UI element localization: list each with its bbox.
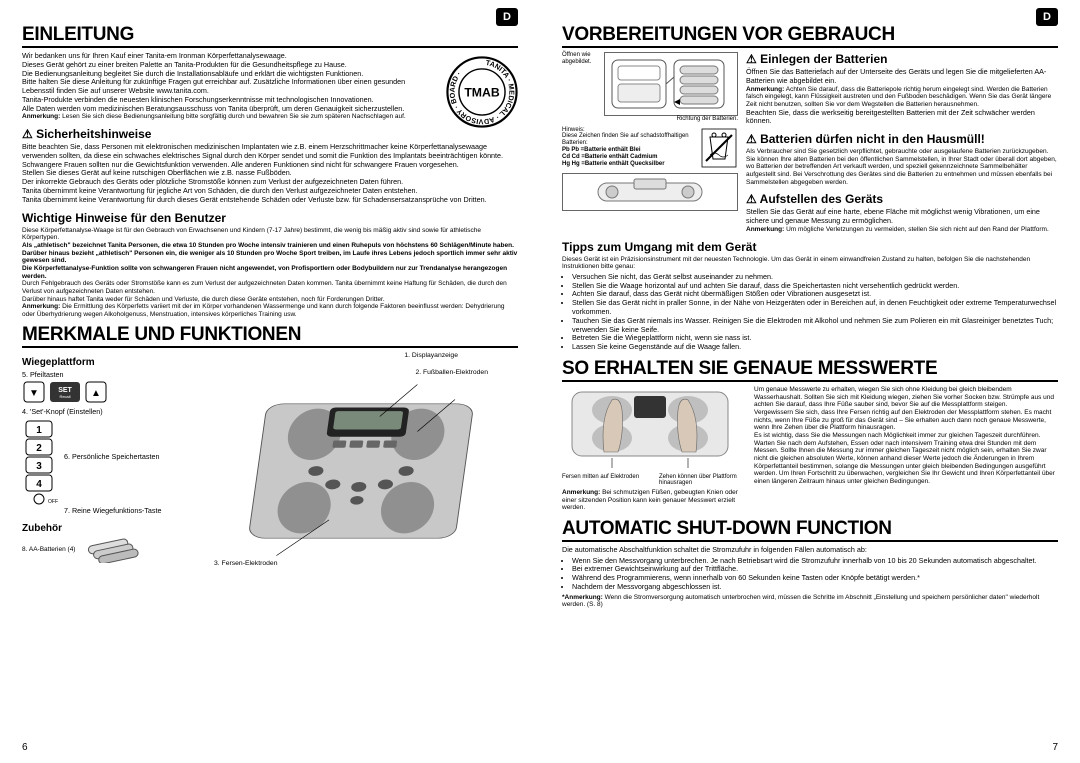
intro-section: TANITA · MEDICAL · ADVISORY · BOARD · TM… [22,52,518,113]
svg-text:Recall: Recall [59,394,70,399]
tip-item: Stellen Sie das Gerät nicht in praller S… [572,299,1058,317]
heading-features: MERKMALE UND FUNKTIONEN [22,324,518,348]
hinweis-block: Hinweis: Diese Zeichen finden Sie auf sc… [562,127,738,169]
imp-note: Anmerkung: Die Ermittlung des Körperfett… [22,303,518,318]
auto-item: Nachdem der Messvorgang abgeschlossen is… [572,583,1058,592]
battery-compartment-diagram [604,52,738,116]
intro-note: Anmerkung: Lesen Sie sich diese Bedienun… [22,113,518,121]
feet-note: Anmerkung: Bei schmutzigen Füßen, gebeug… [562,489,744,512]
bat-note: Anmerkung: Achten Sie darauf, dass die B… [746,86,1058,109]
safety-p1: Bitte beachten Sie, dass Personen mit el… [22,143,518,161]
pf4: 4. 'Set'-Knopf (Einstellen) [22,408,192,417]
pf7: 7. Reine Wiegefunktions-Taste [64,507,192,516]
feet-l2: Zehen können über Plattform hinausragen [659,474,744,486]
intro-p4: Bitte halten Sie diese Anleitung für zuk… [22,78,438,96]
svg-text:▼: ▼ [29,388,39,399]
svg-text:OFF: OFF [48,499,58,505]
svg-text:▲: ▲ [91,388,101,399]
safety-p6: Tanita übernimmt keine Verantwortung für… [22,196,518,205]
svg-text:2: 2 [36,443,42,454]
arrow-buttons-icon: ▼ SETRecall ▲ [22,380,142,404]
imp-p2: Durch Fehlgebrauch des Geräts oder Strom… [22,280,518,295]
recycle-bin-icon [700,127,738,169]
tmab-logo: TANITA · MEDICAL · ADVISORY · BOARD · TM… [446,56,518,128]
feet-l1: Fersen mitten auf Elektroden [562,474,647,486]
imp-p3: Darüber hinaus haftet Tanita weder für S… [22,296,518,304]
language-badge: D [496,8,518,26]
heading-accessories: Zubehör [22,522,192,535]
intro-p6: Alle Daten werden vom medizinischen Bera… [22,105,438,114]
svg-text:1: 1 [36,425,42,436]
language-badge: D [1036,8,1058,26]
acc-p2: Vergewissern Sie sich, dass Ihre Fersen … [754,409,1058,432]
heading-platform: Wiegeplattform [22,356,192,369]
heading-batteries: Einlegen der Batterien [746,52,1058,66]
heading-safety: Sicherheitshinweise [22,127,518,141]
heading-place: Aufstellen des Geräts [746,192,1058,206]
pf1: 1. Displayanzeige [204,352,458,360]
tips-intro: Dieses Gerät ist ein Präzisionsinstrumen… [562,256,1058,271]
svg-text:4: 4 [36,479,42,490]
acc8: 8. AA-Batterien (4) [22,546,75,554]
heading-important: Wichtige Hinweise für den Benutzer [22,211,518,225]
scale-diagram [204,377,518,565]
page-number-left: 6 [22,742,28,753]
tips-list: Versuchen Sie nicht, das Gerät selbst au… [562,273,1058,352]
platform-section: Wiegeplattform 5. Pfeiltasten ▼ SETRecal… [22,352,518,568]
heading-auto: AUTOMATIC SHUT-DOWN FUNCTION [562,518,1058,542]
batteries-icon [85,537,145,563]
place-note: Anmerkung: Um mögliche Verletzungen zu v… [746,226,1058,234]
open-label: Öffnen wie abgebildet. [562,52,600,65]
acc-p3: Es ist wichtig, dass Sie die Messungen n… [754,432,1058,486]
pf5: 5. Pfeiltasten [22,371,192,380]
imp-b2: Die Körperfettanalyse-Funktion sollte vo… [22,265,518,280]
auto-note: *Anmerkung: Wenn die Stromversorgung aut… [562,594,1058,609]
bat-p1: Öffnen Sie das Batteriefach auf der Unte… [746,68,1058,86]
imp-p1: Diese Körperfettanalyse-Waage ist für de… [22,227,518,242]
pf6: 6. Persönliche Speichertasten [64,453,192,462]
tip-item: Tauchen Sie das Gerät niemals ins Wasser… [572,317,1058,335]
page-right: D VORBEREITUNGEN VOR GEBRAUCH Öffnen wie… [540,0,1080,763]
heading-nodispose: Batterien dürfen nicht in den Hausmüll! [746,132,1058,146]
scale-top-diagram [562,173,738,211]
battery-diagram-col: Öffnen wie abgebildet. [562,52,738,234]
bat-p2: Beachten Sie, dass die werkseitig bereit… [746,109,1058,127]
feet-on-scale-diagram [562,386,738,472]
memory-buttons-icon: 1 2 3 4 OFF [22,419,62,507]
page-left: D EINLEITUNG TANITA · MEDICAL · ADVISORY… [0,0,540,763]
acc-p1: Um genaue Messwerte zu erhalten, wiegen … [754,386,1058,409]
heading-accurate: SO ERHALTEN SIE GENAUE MESSWERTE [562,358,1058,382]
disp-p1: Als Verbraucher sind Sie gesetzlich verp… [746,148,1058,186]
auto-list: Wenn Sie den Messvorgang unterbrechen. J… [562,557,1058,592]
pf2: 2. Fußballen-Elektroden [204,369,488,377]
tip-item: Lassen Sie keine Gegenstände auf die Waa… [572,343,1058,352]
feet-diagram-col: Fersen mitten auf Elektroden Zehen könne… [562,386,744,512]
imp-b1: Als „athletisch" bezeichnet Tanita Perso… [22,242,518,265]
svg-text:TMAB: TMAB [464,85,499,99]
auto-intro: Die automatische Abschaltfunktion schalt… [562,546,1058,555]
svg-text:3: 3 [36,461,42,472]
svg-text:SET: SET [58,387,72,394]
heading-prep: VORBEREITUNGEN VOR GEBRAUCH [562,24,1058,48]
place-p1: Stellen Sie das Gerät auf eine harte, eb… [746,208,1058,226]
page-number-right: 7 [1052,742,1058,753]
heading-einleitung: EINLEITUNG [22,24,518,48]
heading-tips: Tipps zum Umgang mit dem Gerät [562,240,1058,254]
dir-label: Richtung der Batterien. [562,116,738,123]
